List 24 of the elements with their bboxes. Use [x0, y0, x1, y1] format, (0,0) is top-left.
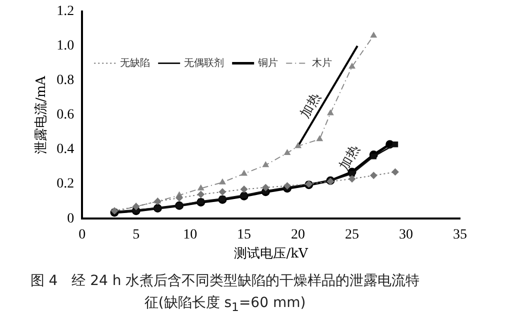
x-tick-label: 25 — [345, 228, 360, 243]
x-tick-label: 20 — [291, 228, 306, 243]
legend-label: 无偶联剂 — [184, 56, 224, 69]
x-tick-label: 30 — [399, 228, 414, 243]
legend-label: 木片 — [312, 56, 332, 69]
annotation: 加热 — [336, 142, 363, 173]
x-tick-label: 15 — [237, 228, 252, 243]
y-tick-label: 1.2 — [56, 4, 74, 20]
legend-label: 无缺陷 — [120, 56, 150, 69]
x-axis-title: 测试电压/kV — [234, 246, 308, 262]
x-tick-label: 0 — [78, 228, 86, 243]
y-tick-label: 0.6 — [56, 108, 74, 123]
y-tick-label: 0.8 — [56, 73, 74, 88]
annotation: 加热 — [298, 90, 324, 121]
y-tick-label: 0 — [67, 211, 74, 226]
legend-label: 铜片 — [257, 56, 278, 69]
y-axis-title: 泄露电流/mA — [33, 75, 50, 154]
y-tick-label: 0.2 — [56, 176, 74, 192]
x-tick-label: 10 — [183, 228, 198, 243]
x-tick-label: 5 — [132, 228, 140, 243]
y-tick-label: 1.0 — [56, 38, 74, 54]
caption: 图 4 经 24 h 水煮后含不同类型缺陷的干燥样品的泄露电流特征(缺陷长度 s$_{1}$=60 mm) — [30, 272, 420, 316]
y-tick-label: 0.4 — [56, 142, 74, 158]
x-tick-label: 35 — [453, 228, 467, 243]
